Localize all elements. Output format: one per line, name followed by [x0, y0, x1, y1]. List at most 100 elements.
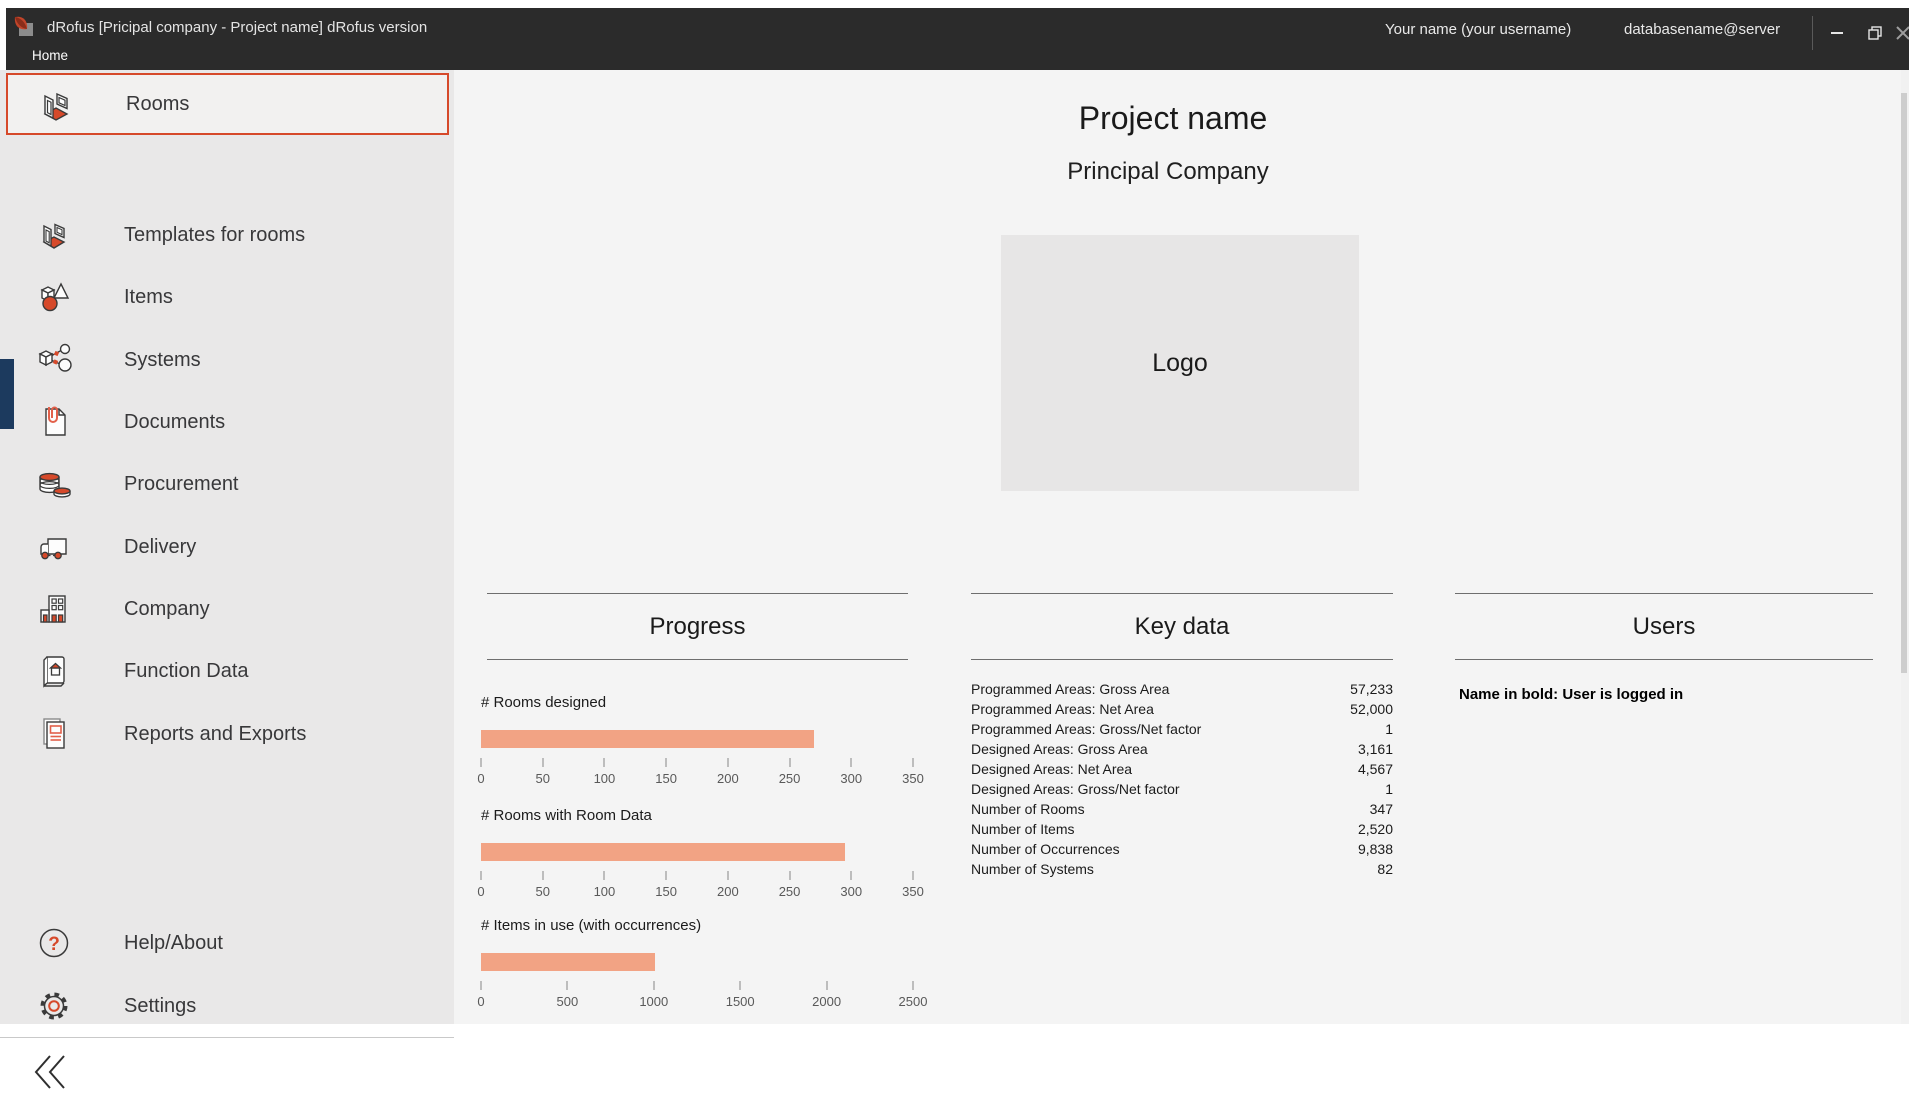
menu-home[interactable]: Home: [28, 46, 72, 65]
tick-label: 300: [831, 771, 871, 786]
sidebar-item-items[interactable]: Items: [0, 266, 454, 328]
key-data-section-title: Key data: [1135, 613, 1230, 641]
sidebar-item-help-about[interactable]: ? Help/About: [0, 912, 454, 974]
collapse-sidebar-button[interactable]: [30, 1048, 74, 1098]
tick-mark: [653, 981, 655, 990]
sidebar-item-settings[interactable]: Settings: [0, 975, 454, 1037]
scrollbar-thumb[interactable]: [1901, 93, 1907, 673]
function-data-icon: [34, 651, 74, 691]
sidebar-item-company[interactable]: Company: [0, 578, 454, 640]
sidebar-item-function-data[interactable]: Function Data: [0, 640, 454, 702]
tick-label: 200: [708, 884, 748, 899]
bar: [481, 843, 845, 861]
sidebar: Rooms Templates for rooms Items: [0, 70, 454, 1024]
sidebar-item-label: Function Data: [124, 660, 249, 683]
bar: [481, 730, 814, 748]
tick-mark: [603, 758, 605, 767]
tick-mark: [789, 758, 791, 767]
room-template-icon: [34, 215, 74, 255]
key-data-label: Programmed Areas: Gross Area: [971, 679, 1169, 699]
company-name-heading: Principal Company: [968, 158, 1368, 186]
sidebar-item-rooms[interactable]: Rooms: [6, 73, 449, 135]
users-section-title: Users: [1633, 613, 1696, 641]
tick-label: 0: [461, 771, 501, 786]
tick-mark: [912, 758, 914, 767]
key-data-label: Designed Areas: Gross Area: [971, 739, 1148, 759]
sidebar-item-delivery[interactable]: Delivery: [0, 516, 454, 578]
tick-label: 200: [708, 771, 748, 786]
minimize-button[interactable]: [1820, 8, 1854, 58]
tick-mark: [480, 981, 482, 990]
drofus-app-icon: [12, 14, 34, 38]
window-title: dRofus [Pricipal company - Project name]…: [47, 19, 427, 36]
sidebar-item-label: Delivery: [124, 536, 196, 559]
tick-mark: [789, 871, 791, 880]
bar: [481, 953, 655, 971]
tick-mark: [727, 871, 729, 880]
key-data-label: Designed Areas: Net Area: [971, 759, 1132, 779]
tick-label: 350: [893, 771, 933, 786]
settings-icon: [34, 986, 74, 1026]
procurement-icon: [34, 464, 74, 504]
tick-label: 0: [461, 994, 501, 1009]
tick-label: 300: [831, 884, 871, 899]
logo-placeholder: Logo: [1001, 235, 1359, 491]
sidebar-item-label: Help/About: [124, 932, 223, 955]
progress-section-title: Progress: [649, 613, 745, 641]
sidebar-item-procurement[interactable]: Procurement: [0, 453, 454, 515]
key-data-value: 82: [1377, 859, 1393, 879]
company-icon: [34, 589, 74, 629]
sidebar-item-label: Rooms: [126, 93, 189, 116]
documents-icon: [34, 402, 74, 442]
sidebar-item-reports-and-exports[interactable]: Reports and Exports: [0, 703, 454, 765]
logged-in-user: Your name (your username): [1385, 21, 1571, 38]
tick-mark: [850, 758, 852, 767]
tick-label: 2500: [893, 994, 933, 1009]
tick-mark: [542, 758, 544, 767]
sidebar-item-templates-for-rooms[interactable]: Templates for rooms: [0, 204, 454, 266]
tick-label: 500: [547, 994, 587, 1009]
tick-mark: [826, 981, 828, 990]
tick-label: 150: [646, 771, 686, 786]
database-server: databasename@server: [1624, 21, 1780, 38]
help-icon: ?: [34, 923, 74, 963]
chart-title: # Rooms with Room Data: [481, 807, 652, 824]
tick-label: 150: [646, 884, 686, 899]
sidebar-item-systems[interactable]: Systems: [0, 329, 454, 391]
key-data-value: 3,161: [1358, 739, 1393, 759]
tick-label: 50: [523, 884, 563, 899]
tick-label: 100: [584, 771, 624, 786]
vertical-scrollbar[interactable]: [1901, 70, 1909, 1024]
progress-section-header: Progress: [487, 593, 908, 660]
reports-icon: [34, 714, 74, 754]
key-data-value: 1: [1385, 719, 1393, 739]
key-data-value: 347: [1370, 799, 1393, 819]
sidebar-item-documents[interactable]: Documents: [0, 391, 454, 453]
restore-button[interactable]: [1858, 8, 1892, 58]
tick-mark: [912, 981, 914, 990]
sidebar-item-label: Documents: [124, 411, 225, 434]
key-data-label: Number of Items: [971, 819, 1074, 839]
systems-icon: [34, 340, 74, 380]
tick-label: 1500: [720, 994, 760, 1009]
key-data-row: Designed Areas: Gross Area 3,161: [971, 739, 1393, 759]
key-data-label: Programmed Areas: Net Area: [971, 699, 1154, 719]
tick-mark: [480, 758, 482, 767]
tick-mark: [912, 871, 914, 880]
users-section-header: Users: [1455, 593, 1873, 660]
project-name-heading: Project name: [973, 100, 1373, 137]
delivery-icon: [34, 527, 74, 567]
sidebar-item-label: Items: [124, 286, 173, 309]
close-button[interactable]: [1896, 8, 1909, 58]
tick-mark: [566, 981, 568, 990]
